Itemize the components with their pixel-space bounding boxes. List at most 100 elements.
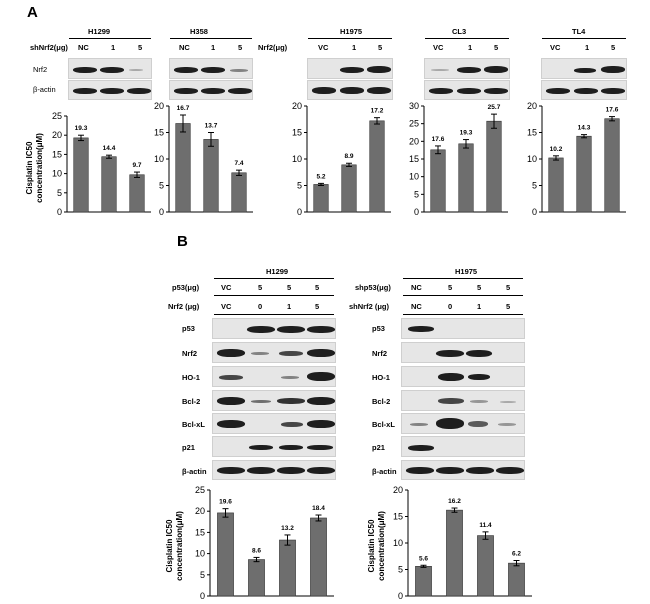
bar [248,559,265,597]
y-tick-label: 15 [154,128,164,138]
lane-value: 1 [477,302,482,311]
western-blot-nrf2 [541,58,627,79]
bar-chart-h1975: 0 5 10 15 20 5.2 8.9 17.2 [292,101,391,217]
bar [217,512,234,597]
y-tick-label: 0 [398,591,403,601]
y-tick-label: 20 [409,136,419,146]
bar [313,184,329,213]
panel-b-h1299-title: H1299 [266,267,289,276]
western-blot-bcl2 [212,390,336,411]
western-blot-bcl2 [401,390,525,411]
western-blot-p21 [212,436,336,457]
y-tick-label: 10 [393,538,403,548]
lane-label: NC [78,43,89,52]
lane-label: 5 [611,43,616,52]
y-tick-label: 15 [409,154,419,164]
bar-chart-h1299: 0 5 10 15 20 25 19.3 14.4 9.7 [52,111,151,217]
y-tick-label: 5 [414,189,419,199]
bar [486,120,502,213]
svg-text:Cisplatin IC50: Cisplatin IC50 [367,519,376,572]
western-blot-ho1 [401,366,525,387]
blot-label: Nrf2 [182,349,198,358]
lane-value: 5 [315,302,320,311]
lane-label: 5 [494,43,499,52]
group-underline [214,278,334,279]
data-label: 10.2 [550,146,563,153]
y-tick-label: 20 [195,506,205,516]
svg-text:concentration(μM): concentration(μM) [377,511,386,581]
header-divider [214,295,334,296]
western-blot-nrf2 [68,58,152,79]
y-tick-label: 5 [398,565,403,575]
western-blot-bclxl [212,413,336,434]
row-label-nrf2: Nrf2 (μg) [168,302,200,311]
data-label: 6.2 [512,550,521,557]
y-tick-label: 10 [527,154,537,164]
y-tick-label: 25 [195,485,205,495]
lane-value: 5 [315,283,320,292]
data-label: 19.6 [219,499,232,506]
blot-label-nrf2: Nrf2 [33,65,48,74]
bar [604,118,620,213]
western-blot-actin [307,80,393,100]
group-tl4-title: TL4 [572,27,586,36]
y-tick-label: 20 [527,101,537,111]
data-label: 13.2 [281,525,294,532]
y-tick-label: 5 [57,188,62,198]
western-blot-p53 [212,318,336,339]
group-underline [308,38,392,39]
y-tick-label: 5 [200,570,205,580]
y-tick-label: 15 [195,527,205,537]
data-label: 14.3 [578,125,591,132]
row-label-shnrf2: shNrf2 (μg) [349,302,390,311]
y-tick-label: 20 [393,485,403,495]
blot-label: p21 [372,443,385,452]
panel-b-right-ylabel: Cisplatin IC50 concentration(μM) [367,511,386,581]
bar-chart-b-h1975: 0 5 10 15 20 5.6 16.2 11.4 6.2 [393,485,532,601]
bar [73,137,89,213]
row-label-p53: p53(μg) [172,283,200,292]
blot-label-actin: β-actin [33,85,56,94]
western-blot-actin [169,80,253,100]
blot-label: p21 [182,443,195,452]
y-tick-label: 25 [52,111,62,121]
y-tick-label: 0 [159,207,164,217]
svg-text:concentration(μM): concentration(μM) [175,511,184,581]
data-label: 18.4 [312,505,325,512]
bar [129,174,145,213]
bar [279,539,296,597]
header-divider [403,295,523,296]
y-tick-label: 0 [297,207,302,217]
y-tick-label: 15 [292,128,302,138]
lane-value: 5 [258,283,263,292]
lane-value: 5 [287,283,292,292]
y-tick-label: 25 [409,119,419,129]
y-tick-label: 15 [393,512,403,522]
blot-label: HO-1 [182,373,200,382]
bar [341,164,357,213]
group-underline [170,38,252,39]
row-label-shp53: shp53(μg) [355,283,391,292]
lane-label: VC [550,43,561,52]
lane-label: 5 [378,43,383,52]
treatment-label: shNrf2(μg) [30,43,68,52]
western-blot-actin [541,80,627,100]
bar [508,562,525,597]
bar-chart-cl3: 0 5 10 15 20 25 30 17.6 19.3 25.7 [409,101,508,217]
data-label: 25.7 [488,104,501,111]
group-underline [542,38,626,39]
lane-label: VC [318,43,329,52]
bar [548,157,564,213]
y-tick-label: 20 [292,101,302,111]
svg-text:concentration(μM): concentration(μM) [35,133,44,203]
blot-label: β-actin [372,467,397,476]
lane-value: VC [221,283,232,292]
lane-value: 0 [448,302,453,311]
lane-label: 1 [111,43,116,52]
treatment-label: Nrf2(μg) [258,43,288,52]
y-tick-label: 30 [409,101,419,111]
data-label: 9.7 [132,162,141,169]
data-label: 17.6 [432,136,445,143]
data-label: 5.2 [316,173,325,180]
y-tick-label: 10 [292,154,302,164]
